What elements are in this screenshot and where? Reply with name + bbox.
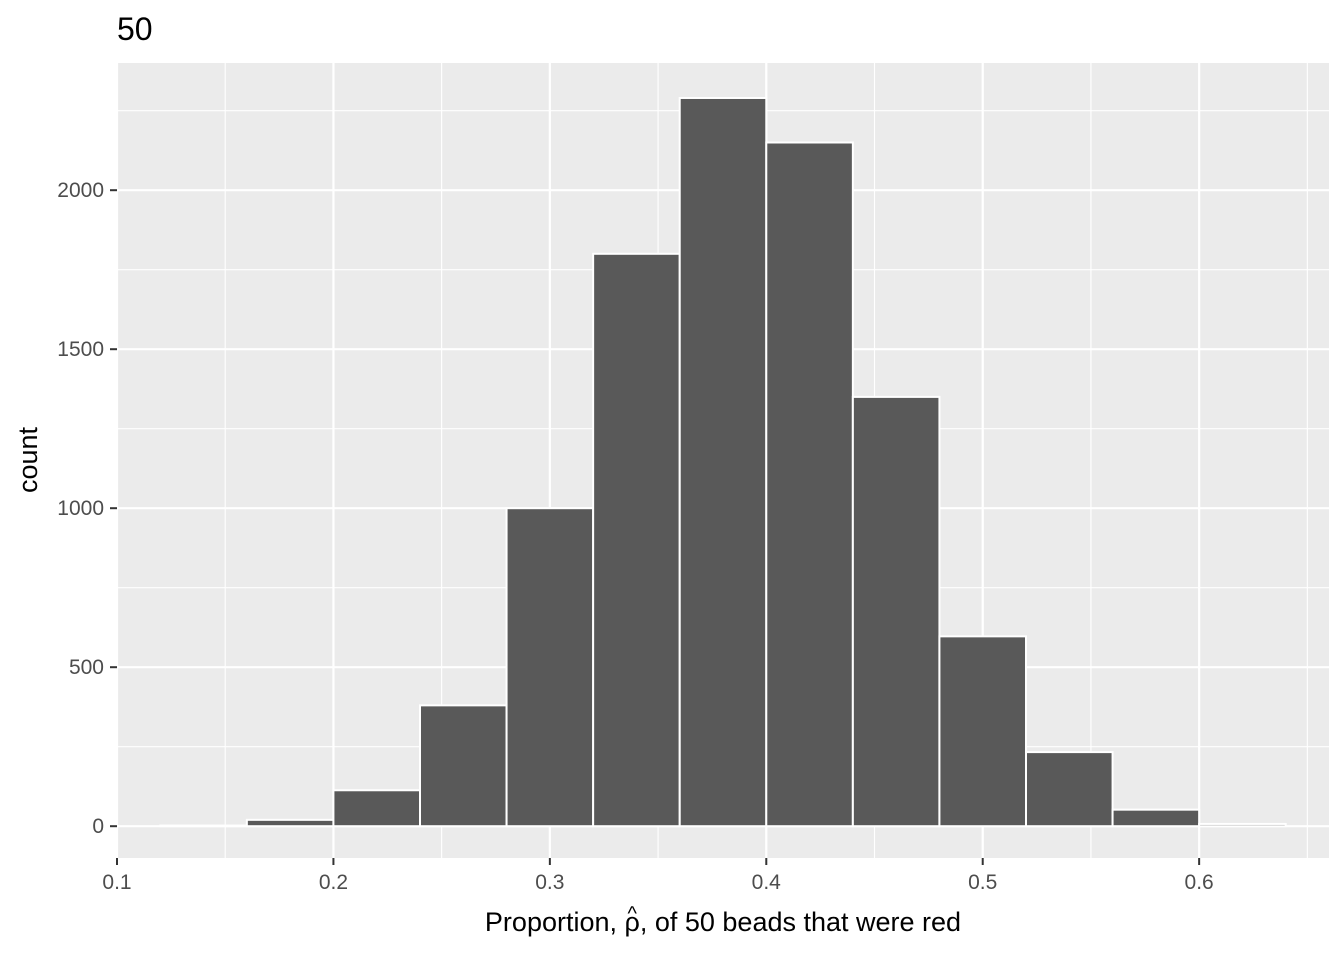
- histogram-bar: [1025, 751, 1114, 828]
- histogram-bar: [765, 141, 854, 828]
- histogram-bar: [159, 824, 248, 828]
- x-tick-label: 0.1: [102, 871, 131, 894]
- histogram-bar: [938, 635, 1028, 828]
- histogram-bar: [1111, 808, 1201, 828]
- x-tick-label: 0.5: [968, 871, 997, 894]
- y-tick-label: 2000: [57, 179, 104, 202]
- histogram-bars: [159, 96, 1287, 828]
- x-axis-title-symbol: ρ: [625, 907, 640, 937]
- x-tick-label: 0.2: [319, 871, 348, 894]
- x-axis-title-before: Proportion,: [485, 907, 625, 937]
- x-axis-title: Proportion, ρ, of 50 beads that were red: [485, 907, 961, 937]
- histogram-bar: [245, 818, 335, 828]
- y-tick-label: 500: [69, 656, 104, 679]
- x-tick-label: 0.6: [1185, 871, 1214, 894]
- y-tick-label: 1500: [57, 338, 104, 361]
- y-tick-label: 1000: [57, 497, 104, 520]
- histogram-bar: [851, 395, 941, 828]
- x-axis: 0.1 0.2 0.3 0.4 0.5 0.6: [102, 858, 1214, 894]
- histogram-bar: [419, 704, 508, 828]
- chart-title: 50: [117, 11, 153, 47]
- histogram-bar: [678, 96, 768, 828]
- y-axis-title: count: [13, 426, 43, 493]
- x-tick-label: 0.3: [535, 871, 564, 894]
- y-axis: 0 500 1000 1500 2000: [57, 179, 117, 838]
- histogram-bar: [505, 507, 595, 828]
- x-axis-title-hat: ^: [627, 903, 637, 925]
- y-tick-label: 0: [92, 815, 104, 838]
- histogram-bar: [592, 252, 681, 828]
- x-tick-label: 0.4: [752, 871, 782, 894]
- histogram-bar: [1198, 822, 1287, 828]
- x-axis-title-after: , of 50 beads that were red: [640, 907, 961, 937]
- histogram-bar: [332, 789, 421, 828]
